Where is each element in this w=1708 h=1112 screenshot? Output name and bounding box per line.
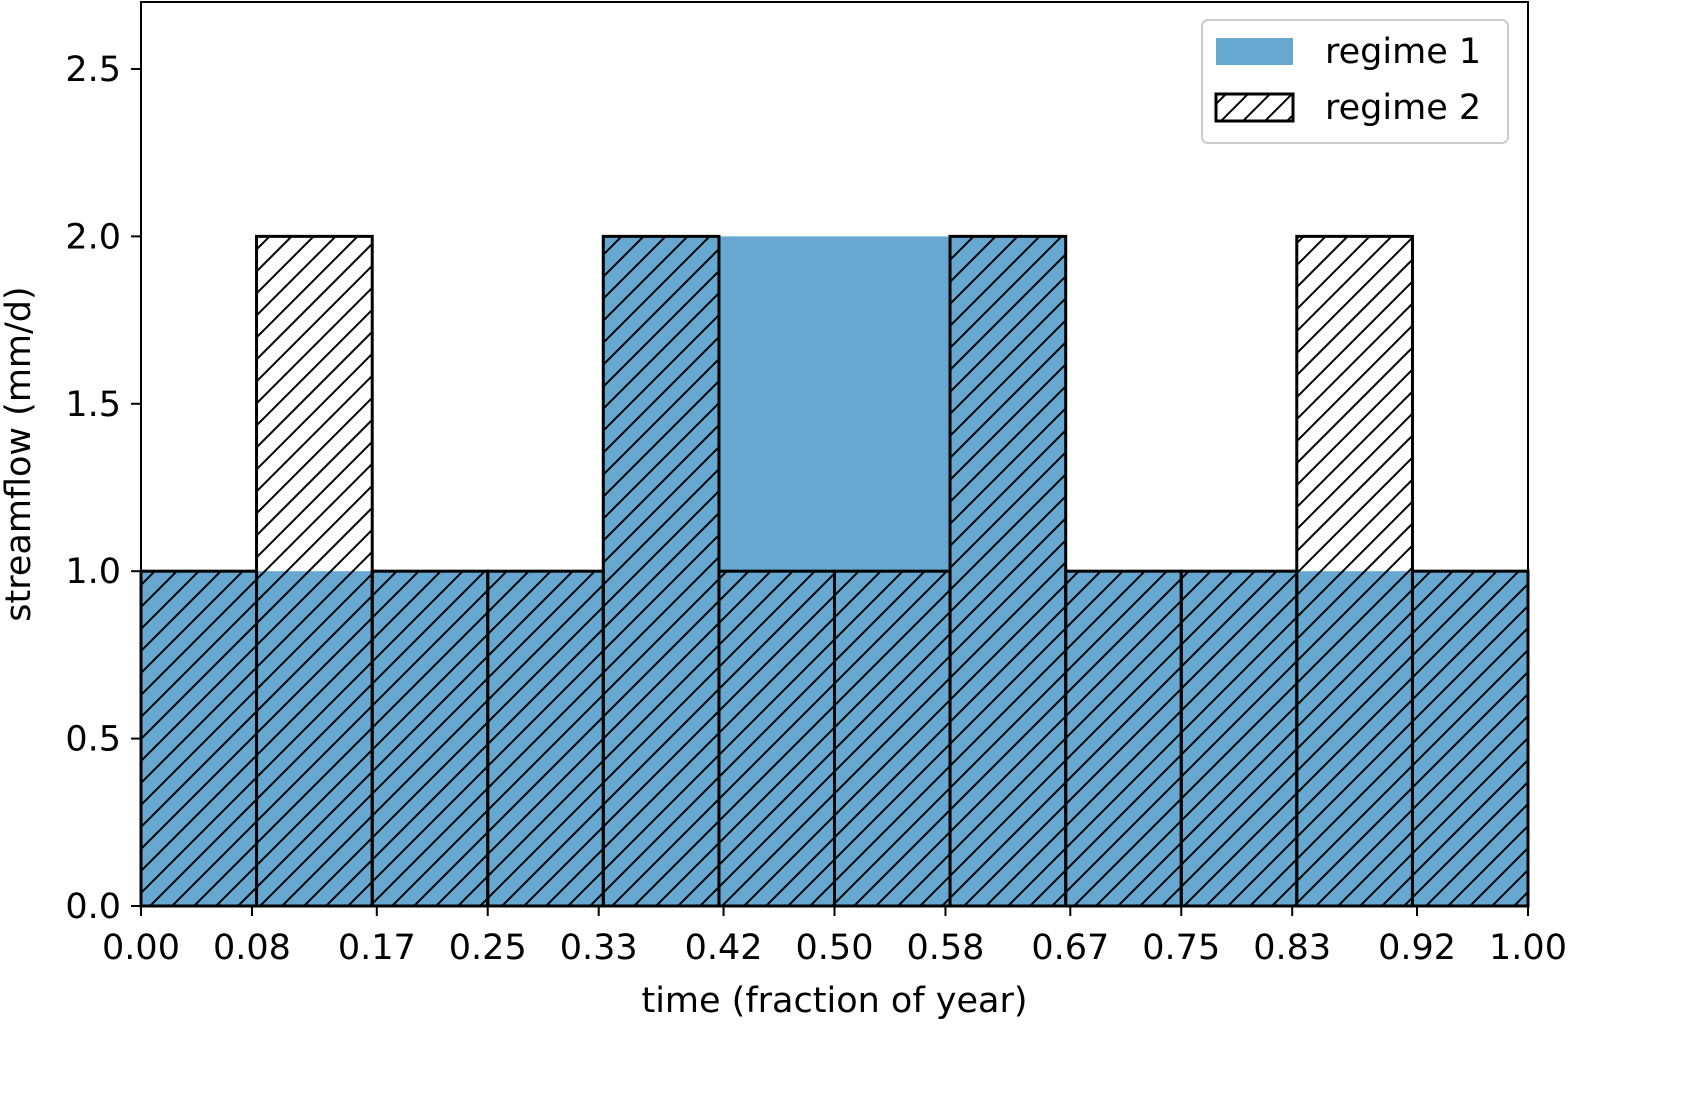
- y-tick-label: 0.5: [65, 720, 121, 760]
- regime-2-bars: [139, 234, 1530, 908]
- legend-label-regime-1: regime 1: [1325, 32, 1481, 72]
- legend-swatch-regime-2: [1214, 92, 1295, 123]
- regime-2-bar: [370, 569, 490, 908]
- x-tick-label: 0.50: [796, 928, 874, 968]
- regime-2-bar: [717, 569, 836, 908]
- x-axis-label: time (fraction of year): [641, 981, 1027, 1021]
- y-axis-label: streamflow (mm/d): [0, 286, 39, 621]
- x-tick-label: 0.58: [906, 928, 984, 968]
- regime-2-bar: [601, 234, 721, 908]
- legend-label-regime-2: regime 2: [1325, 88, 1481, 128]
- x-tick-label: 0.92: [1378, 928, 1456, 968]
- x-tick-label: 1.00: [1489, 928, 1567, 968]
- regime-2-bar: [139, 569, 259, 908]
- y-tick-label: 0.0: [65, 887, 121, 927]
- y-tick-label: 1.0: [65, 552, 121, 592]
- regime-2-bar: [486, 569, 605, 908]
- regime-2-bar: [255, 234, 374, 908]
- x-tick-label: 0.00: [102, 928, 180, 968]
- legend: regime 1 regime 2: [1201, 19, 1509, 144]
- legend-swatch-regime-1: [1216, 38, 1293, 65]
- regime-2-bar: [833, 569, 952, 908]
- x-tick-label: 0.83: [1253, 928, 1331, 968]
- y-tick-label: 1.5: [65, 385, 121, 425]
- x-tick-label: 0.42: [685, 928, 763, 968]
- regime-2-bar: [1064, 569, 1183, 908]
- x-axis-ticks: 0.00 0.08 0.17 0.25 0.33 0.42 0.50 0.58 0.67 0.75…: [102, 906, 1567, 968]
- x-tick-label: 0.75: [1142, 928, 1220, 968]
- regime-2-bar: [1179, 569, 1299, 908]
- y-tick-label: 2.5: [65, 50, 121, 90]
- regime-2-bar: [1295, 234, 1414, 908]
- x-tick-label: 0.25: [449, 928, 527, 968]
- x-tick-label: 0.67: [1031, 928, 1109, 968]
- regime-2-bar: [1410, 569, 1530, 908]
- y-tick-label: 2.0: [65, 217, 121, 257]
- x-tick-label: 0.08: [213, 928, 291, 968]
- x-tick-label: 0.17: [338, 928, 416, 968]
- x-tick-label: 0.33: [560, 928, 638, 968]
- y-axis-ticks: 0.0 0.5 1.0 1.5 2.0 2.5: [65, 50, 141, 927]
- regime-2-bar: [948, 234, 1068, 908]
